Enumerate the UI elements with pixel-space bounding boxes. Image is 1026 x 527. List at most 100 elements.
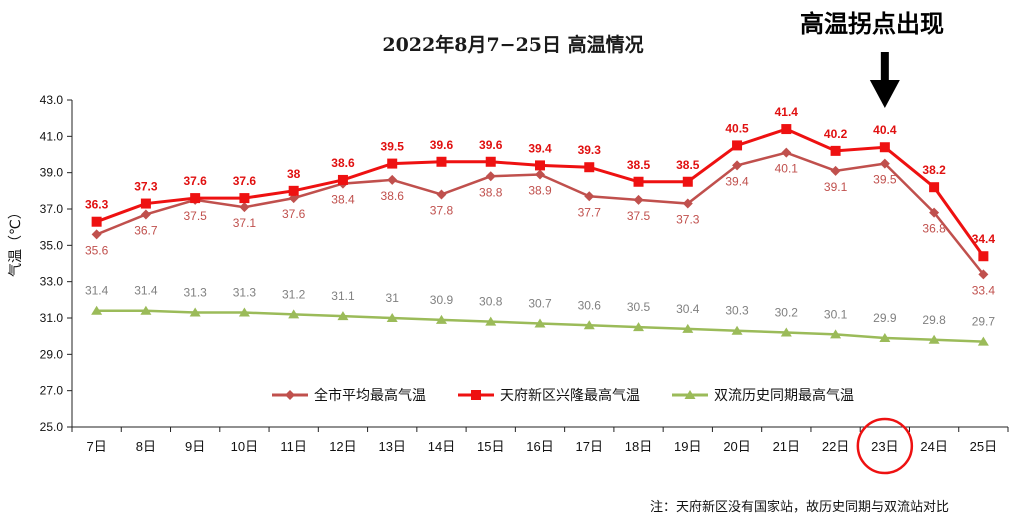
data-point bbox=[485, 316, 497, 326]
data-label: 39.4 bbox=[528, 141, 552, 155]
data-label: 31.2 bbox=[282, 287, 306, 301]
data-point bbox=[977, 336, 989, 346]
legend-label: 全市平均最高气温 bbox=[314, 387, 426, 403]
data-label: 37.3 bbox=[676, 213, 700, 227]
data-label: 30.3 bbox=[725, 304, 749, 318]
data-point bbox=[879, 332, 891, 342]
data-label: 31.4 bbox=[134, 284, 158, 298]
data-label: 31.4 bbox=[85, 284, 109, 298]
data-point bbox=[140, 209, 151, 220]
data-label: 38.8 bbox=[479, 185, 503, 199]
y-tick-label: 37.0 bbox=[40, 202, 64, 216]
data-point bbox=[288, 185, 299, 196]
data-label: 36.3 bbox=[85, 198, 109, 212]
y-tick-label: 43.0 bbox=[40, 93, 64, 107]
data-point bbox=[436, 189, 447, 200]
x-tick-label: 24日 bbox=[920, 439, 947, 454]
data-point bbox=[239, 193, 250, 204]
data-point bbox=[879, 158, 890, 169]
data-label: 29.8 bbox=[922, 313, 946, 327]
data-point bbox=[584, 191, 595, 202]
data-label: 33.4 bbox=[972, 283, 996, 297]
x-tick-label: 20日 bbox=[723, 439, 750, 454]
legend-label: 天府新区兴隆最高气温 bbox=[500, 387, 640, 403]
data-point bbox=[732, 160, 743, 171]
x-tick-label: 11日 bbox=[280, 439, 307, 454]
y-tick-label: 39.0 bbox=[40, 166, 64, 180]
x-tick-label: 22日 bbox=[822, 439, 849, 454]
data-point bbox=[386, 313, 398, 322]
data-point bbox=[435, 314, 447, 324]
data-label: 30.4 bbox=[676, 302, 700, 316]
x-tick-label: 16日 bbox=[526, 439, 553, 454]
data-label: 39.4 bbox=[725, 174, 749, 188]
y-tick-label: 33.0 bbox=[40, 275, 64, 289]
data-point bbox=[978, 269, 989, 280]
data-point bbox=[91, 229, 102, 240]
data-label: 38.5 bbox=[627, 158, 651, 172]
data-point bbox=[584, 162, 595, 173]
footnote: 注：天府新区没有国家站，故历史同期与双流站对比 bbox=[650, 500, 950, 515]
data-point bbox=[879, 142, 890, 153]
data-label: 31.3 bbox=[183, 286, 207, 300]
data-label: 30.9 bbox=[430, 293, 454, 307]
data-label: 30.8 bbox=[479, 295, 503, 309]
data-label: 41.4 bbox=[775, 105, 799, 119]
data-label: 35.6 bbox=[85, 243, 109, 257]
data-point bbox=[485, 171, 496, 182]
x-tick-label: 19日 bbox=[674, 439, 701, 454]
x-tick-label: 21日 bbox=[773, 439, 800, 454]
data-label: 37.5 bbox=[183, 209, 207, 223]
x-tick-label: 7日 bbox=[87, 439, 107, 454]
data-point bbox=[387, 174, 398, 185]
data-label: 40.2 bbox=[824, 127, 848, 141]
data-label: 30.7 bbox=[528, 296, 552, 310]
data-point bbox=[239, 202, 250, 213]
data-point bbox=[387, 158, 398, 169]
data-label: 30.6 bbox=[578, 298, 602, 312]
data-label: 39.3 bbox=[578, 143, 602, 157]
data-point bbox=[583, 320, 595, 330]
x-tick-label: 8日 bbox=[136, 439, 156, 454]
data-point bbox=[535, 160, 545, 171]
data-point bbox=[929, 207, 940, 218]
data-point bbox=[780, 327, 792, 337]
data-point bbox=[535, 169, 545, 180]
data-point bbox=[781, 124, 792, 135]
arrow-shaft bbox=[880, 52, 889, 82]
x-tick-label: 9日 bbox=[185, 439, 205, 454]
highlight-circle bbox=[856, 417, 914, 475]
data-label: 29.7 bbox=[972, 315, 996, 329]
data-label: 37.8 bbox=[430, 203, 454, 217]
data-point bbox=[337, 174, 348, 185]
y-tick-label: 41.0 bbox=[40, 129, 64, 143]
data-label: 34.4 bbox=[972, 232, 996, 246]
inflection-annotation: 高温拐点出现 bbox=[800, 10, 944, 38]
chart-title: 2022年8月7−25日 高温情况 bbox=[382, 34, 644, 56]
data-point bbox=[91, 305, 103, 315]
data-point bbox=[189, 307, 201, 317]
data-label: 38.4 bbox=[331, 193, 355, 207]
data-label: 38.5 bbox=[676, 158, 700, 172]
data-point bbox=[830, 145, 841, 156]
data-label: 39.6 bbox=[479, 138, 503, 152]
data-label: 40.5 bbox=[725, 121, 749, 135]
data-point bbox=[633, 176, 644, 187]
data-point bbox=[830, 165, 841, 176]
data-point bbox=[682, 176, 693, 187]
y-tick-label: 27.0 bbox=[40, 384, 64, 398]
data-label: 39.6 bbox=[430, 138, 454, 152]
data-label: 40.1 bbox=[775, 162, 799, 176]
data-point bbox=[91, 216, 102, 227]
x-tick-label: 10日 bbox=[231, 439, 258, 454]
data-label: 39.5 bbox=[381, 140, 405, 154]
data-label: 31.1 bbox=[331, 289, 355, 303]
data-label: 37.7 bbox=[578, 205, 602, 219]
x-tick-label: 23日 bbox=[871, 439, 898, 454]
data-point bbox=[337, 311, 349, 321]
data-point bbox=[190, 193, 201, 204]
x-tick-label: 15日 bbox=[477, 439, 504, 454]
data-label: 31 bbox=[386, 291, 400, 305]
arrow-head bbox=[869, 80, 900, 108]
